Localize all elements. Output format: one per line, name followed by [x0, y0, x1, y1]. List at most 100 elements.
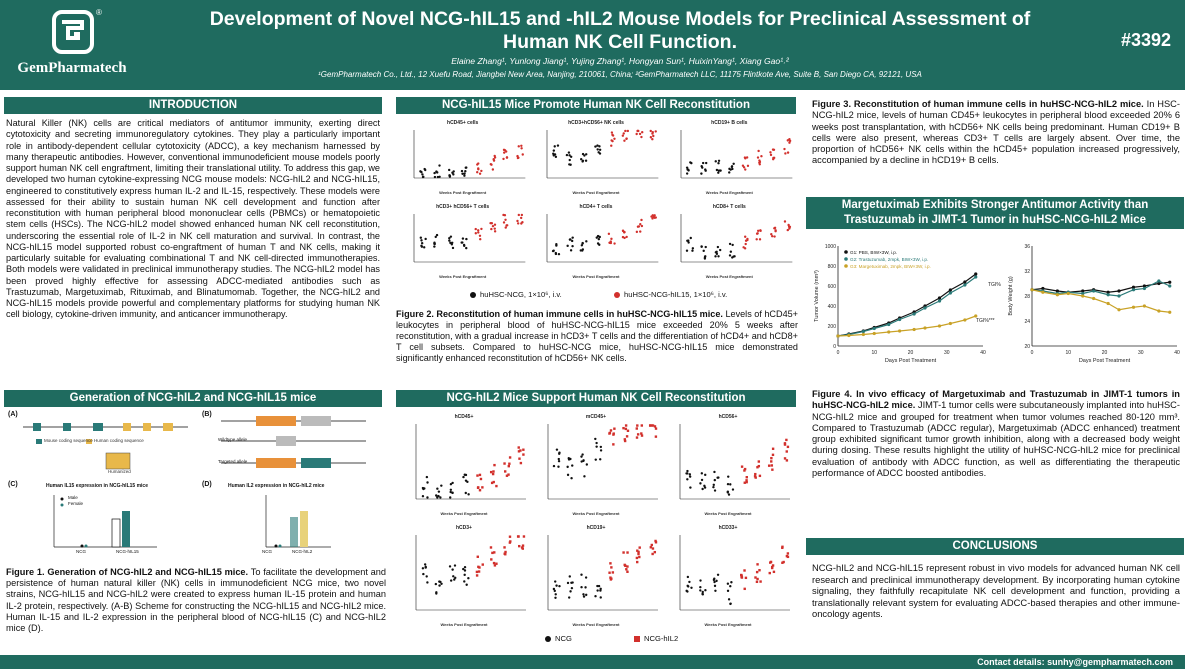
data-point [716, 476, 719, 479]
data-point [478, 234, 482, 237]
data-point [476, 474, 479, 477]
data-point [781, 561, 784, 564]
data-point [520, 222, 523, 225]
data-point [440, 582, 443, 585]
data-point [887, 330, 891, 334]
data-point [635, 436, 639, 439]
data-point [502, 148, 506, 152]
data-point [1066, 291, 1070, 296]
data-point [594, 145, 597, 148]
data-point [923, 306, 927, 310]
data-point [557, 457, 560, 461]
data-point [436, 487, 439, 490]
data-point [703, 486, 707, 489]
data-point [640, 135, 643, 139]
fig3-heading: NCG-hIL2 Mice Support Human NK Cell Reco… [396, 390, 796, 407]
data-point [449, 490, 452, 494]
data-point [774, 230, 777, 233]
mini-plot-title: mCD45+ [585, 414, 607, 420]
data-point [923, 326, 927, 330]
data-point [608, 241, 612, 244]
data-point [689, 161, 693, 165]
mini-plot-xlabel: Weeks Post Engraftment [439, 274, 487, 279]
mini-plot-xlabel: Weeks Post Engraftment [572, 190, 620, 195]
data-point [476, 229, 480, 232]
data-point [421, 173, 424, 176]
data-point [783, 152, 787, 155]
data-point [609, 578, 613, 581]
data-point [770, 460, 773, 463]
data-point [744, 576, 748, 580]
data-point [640, 218, 644, 222]
data-point [713, 470, 716, 474]
data-point [715, 168, 718, 172]
data-point [744, 242, 747, 246]
fig3-legend-1: NCG [555, 634, 572, 643]
data-point [771, 468, 774, 471]
mini-plot-title: hCD3+ [456, 525, 472, 531]
data-point [740, 574, 743, 577]
fig2-legend-1: huHSC-NCG, 1×10⁶, i.v. [480, 290, 562, 299]
data-point [503, 214, 507, 217]
data-point [566, 581, 570, 585]
figure-3-grid: hCD45+ Weeks Post Engraftment mCD45+ Weeks … [398, 412, 794, 634]
data-point [768, 151, 772, 154]
data-point [462, 567, 465, 571]
data-point [440, 484, 443, 487]
series-line [1031, 289, 1170, 313]
data-point [638, 555, 641, 559]
data-point [508, 456, 512, 459]
data-point [1092, 289, 1096, 293]
mini-plot-svg [415, 535, 526, 611]
data-point [636, 433, 640, 436]
data-point [580, 158, 583, 161]
data-point [599, 596, 602, 599]
data-point [688, 475, 692, 478]
y-axis-label: Body Weight (g) [1008, 276, 1014, 316]
data-point [1106, 290, 1110, 294]
data-point [701, 487, 704, 491]
data-point [461, 237, 465, 240]
data-point [570, 249, 573, 252]
data-point [474, 232, 477, 235]
data-point [1142, 286, 1146, 291]
data-point [652, 134, 655, 138]
data-point [1055, 293, 1059, 297]
data-point [491, 551, 494, 555]
figure-1-panels: (A) Mouse coding sequence Human coding s… [6, 409, 380, 565]
data-point [1168, 280, 1172, 284]
fig3-legend-2: NCG-hIL2 [644, 634, 679, 643]
mini-plot-title: hCD19+ B cells [711, 120, 748, 126]
data-point [595, 236, 599, 239]
fig1c-title: Human IL15 expression in NCG-hIL15 mice [46, 483, 148, 489]
mini-plot-xlabel: Weeks Post Engraftment [705, 274, 753, 279]
data-point [585, 463, 589, 466]
data-point [716, 245, 719, 249]
data-point [1030, 288, 1034, 292]
data-point [626, 570, 629, 573]
data-point [685, 166, 688, 169]
data-point [580, 455, 583, 458]
data-point [728, 254, 731, 257]
data-point [464, 473, 468, 477]
data-point [756, 563, 759, 566]
data-point [638, 546, 641, 549]
data-point [568, 151, 571, 154]
data-point [651, 424, 655, 427]
legend-label: G3: Margetuximab, 2mpk, BIW×3W, i.p. [850, 264, 931, 269]
gempharmatech-logo-icon [52, 10, 94, 54]
figure-3-caption-title: Figure 3. Reconstitution of human immune… [812, 99, 1144, 109]
data-point [594, 458, 597, 461]
data-point [756, 156, 759, 159]
data-point [786, 228, 789, 232]
data-point [759, 229, 762, 233]
data-point [594, 437, 597, 441]
data-point [475, 574, 479, 577]
fig1-construct-a [23, 423, 188, 470]
data-point [585, 153, 588, 156]
x-tick-label: 40 [1174, 350, 1180, 356]
data-point [558, 252, 561, 256]
data-point [516, 535, 520, 538]
data-point [598, 235, 602, 239]
data-point [700, 245, 703, 249]
